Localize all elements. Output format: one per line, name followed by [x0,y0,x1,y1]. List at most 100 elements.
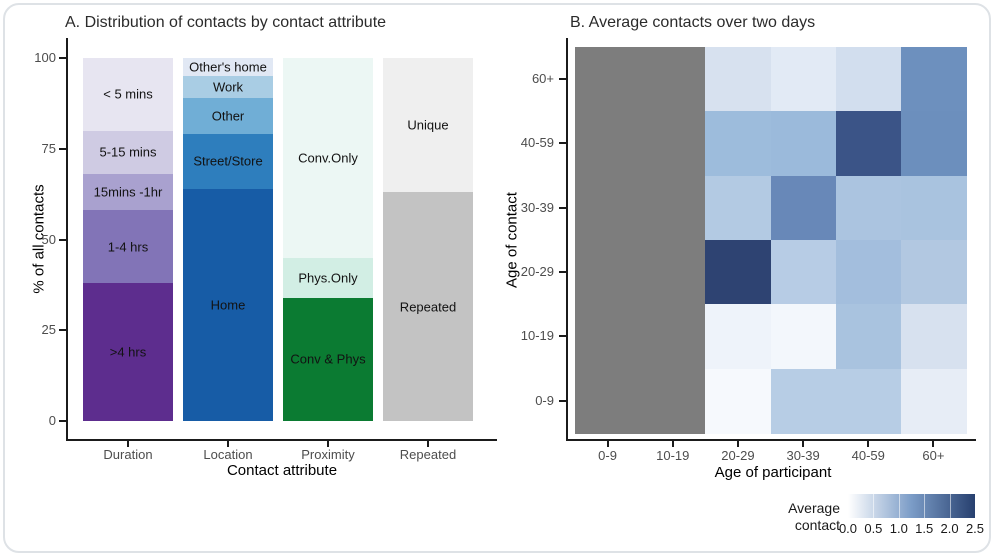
panel-b-x-axis-title: Age of participant [714,464,832,481]
bar-segment [83,58,173,131]
heatmap-cell [705,111,772,177]
panel-a-y-tick-label: 100 [34,50,56,65]
heatmap-cell [640,304,706,370]
panel-b-y-tick-label: 40-59 [520,135,554,151]
panel-b-x-tick-label: 20-29 [721,448,755,463]
panel-a-x-tick-label: Location [203,447,253,462]
panel-b-y-tick-label: 30-39 [520,199,554,215]
panel-b-x-tick-label: 30-39 [786,448,820,463]
bar-segment-label: < 5 mins [103,86,153,102]
bar-segment [183,58,273,77]
heatmap-cell [770,111,837,177]
panel-a-x-tick-label: Duration [103,447,153,462]
legend-colorbar-tick [898,494,900,518]
panel-a-y-tick [59,238,66,241]
legend-tick-label: 2.5 [965,521,985,536]
bar-segment-label: Phys.Only [298,270,358,286]
bar-segment-label: 15mins -1hr [93,184,163,200]
legend-title-line2: contact [794,517,840,533]
bar-segment-label: Other's home [189,59,267,75]
heatmap-cell [705,368,772,434]
bar-segment-label: Home [210,297,246,313]
heatmap-cell [640,111,706,177]
panel-a-y-tick [59,420,66,422]
panel-b-title: B. Average contacts over two days [570,14,816,31]
legend-tick-label: 0.0 [838,521,858,536]
heatmap-cell [900,175,967,241]
panel-b-x-tick [671,441,674,447]
panel-a-y-tick-label: 0 [48,413,56,428]
bar-segment-label: Street/Store [193,153,263,169]
heatmap-cell [575,239,641,305]
panel-b-y-axis-line [566,38,568,441]
heatmap-cell [640,175,706,241]
legend-colorbar-tick [873,494,875,518]
legend-title: Average contact [740,500,840,534]
heatmap-cell [835,111,902,177]
panel-b-x-tick-label: 40-59 [851,448,885,463]
heatmap-cell [705,304,772,370]
bar-segment [83,283,173,421]
heatmap-cell [900,111,967,177]
panel-b-x-tick [867,441,870,447]
bar-segment-label: >4 hrs [109,344,147,360]
bar-segment [83,130,173,175]
heatmap-cell [705,239,772,305]
heatmap-cell [900,47,967,112]
panel-b-y-tick [559,335,566,338]
heatmap-cell [900,239,967,305]
heatmap-cell [640,47,706,112]
panel-a-x-tick [327,441,329,447]
bar-segment [83,210,173,284]
bar-segment-label: 1-4 hrs [107,239,149,255]
panel-a-x-tick-label: Proximity [301,447,355,462]
bar-segment-label: Unique [407,117,449,133]
heatmap-cell [575,47,641,112]
panel-b-x-tick-label: 60+ [922,448,945,463]
heatmap-cell [770,368,837,434]
panel-b-x-tick [932,441,935,447]
heatmap-cell [575,368,641,434]
panel-b-y-tick [559,206,566,209]
panel-a-y-tick-label: 25 [41,322,56,338]
panel-b-x-tick [802,441,805,447]
panel-a-y-tick-label: 75 [41,140,56,156]
bar-segment [283,257,373,298]
panel-b-x-axis-line [566,439,976,441]
panel-b-y-tick [559,399,566,402]
bar-segment [283,297,373,421]
heatmap-cell [575,111,641,177]
bar-segment [83,174,173,211]
legend-tick-label: 1.5 [915,521,934,536]
heatmap-cell [770,47,837,112]
heatmap-cell [835,175,902,241]
bar-segment [383,58,473,193]
heatmap-cell [835,47,902,112]
bar-segment-label: Other [211,108,245,124]
legend-colorbar-tick [924,494,926,518]
bar-segment-label: Conv & Phys [290,351,366,367]
bar-segment [383,192,473,421]
heatmap-cell [900,368,967,434]
panel-b-x-tick [606,441,609,447]
legend-colorbar [848,494,975,518]
panel-a-y-tick [59,57,66,59]
heatmap-cell [900,304,967,370]
panel-a-y-tick [59,147,66,150]
heatmap-cell [575,304,641,370]
panel-a-title: A. Distribution of contacts by contact a… [65,14,387,31]
bar-segment [183,134,273,189]
heatmap-cell [575,175,641,241]
panel-b-x-tick-label: 0-9 [598,448,617,463]
panel-b-y-tick-label: 10-19 [520,328,554,344]
heatmap-cell [705,47,772,112]
panel-b-y-tick-label: 0-9 [535,392,554,408]
legend-colorbar-tick [949,494,951,518]
panel-b-y-tick-label: 60+ [531,71,554,87]
panel-a-x-tick [127,441,129,447]
panel-b-y-tick [559,142,566,145]
bar-segment [183,76,273,98]
heatmap-cell [770,175,837,241]
panel-a-x-tick-label: Repeated [399,447,457,462]
panel-b-y-tick [559,271,566,274]
